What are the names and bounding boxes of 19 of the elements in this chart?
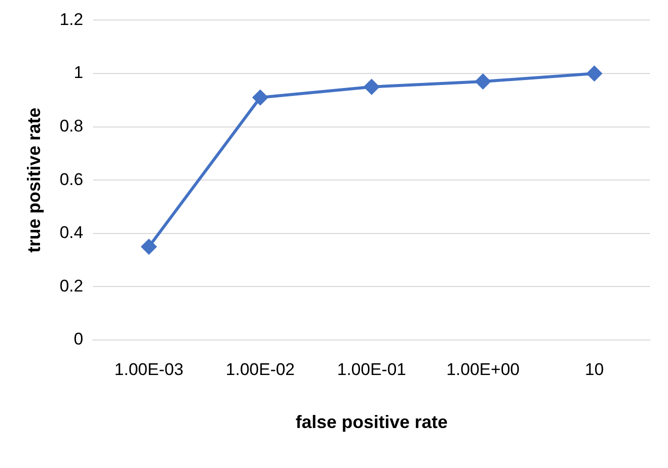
x-tick-label: 1.00E+00: [446, 360, 520, 379]
y-tick-label: 0.8: [60, 116, 84, 136]
point: [586, 66, 602, 81]
point: [141, 239, 156, 254]
point: [364, 79, 380, 94]
x-tick-label: 1.00E-02: [226, 360, 295, 379]
y-axis-title: true positive rate: [24, 108, 44, 253]
point: [475, 74, 490, 89]
x-tick-label: 1.00E-03: [114, 360, 184, 379]
point: [252, 90, 268, 105]
y-tick-label: 0.6: [60, 170, 84, 189]
y-tick-label: 1: [74, 63, 84, 82]
y-tick-label: 0.2: [60, 276, 84, 296]
y-tick-label: 0.4: [60, 223, 84, 242]
x-tick-label: 10: [584, 360, 604, 379]
y-tick-label: 0: [74, 330, 84, 349]
x-tick-label: 1.00E-01: [337, 360, 406, 379]
x-axis-title: false positive rate: [296, 412, 448, 432]
y-tick-label: 1.2: [60, 10, 84, 29]
